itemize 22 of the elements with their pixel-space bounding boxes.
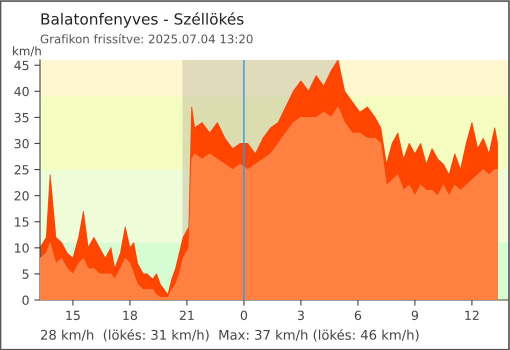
x-tick-label: 15 [66, 310, 80, 320]
y-tick-label: 45 [14, 60, 28, 70]
x-tick-label: 21 [180, 310, 194, 320]
y-tick-label: 20 [14, 191, 29, 201]
text: 28 km/h (lökés: 31 km/h) Max: 37 km/h (lökés: 46 km/h) [40, 329, 419, 342]
y-tick-label: 40 [14, 86, 29, 96]
chart-title: Balatonfenyves - Széllökés [42, 12, 244, 28]
x-tick-label: 12 [465, 310, 479, 320]
x-tick-label: 0 [240, 310, 248, 320]
y-axis-title: km/h [13, 46, 41, 56]
y-tick-label: 5 [22, 270, 28, 279]
x-tick-label: 18 [123, 310, 138, 320]
chart-subtitle: Grafikon frissítve: 2025.07.04 13:20 [40, 34, 253, 44]
x-tick-label: 9 [412, 310, 418, 320]
y-tick-label: 30 [14, 138, 29, 148]
y-tick-label: 35 [14, 112, 28, 122]
x-tick-label: 6 [354, 310, 362, 320]
y-tick-label: 0 [22, 295, 29, 305]
y-tick-label: 10 [15, 243, 29, 253]
y-tick-label: 25 [14, 165, 28, 174]
x-tick-label: 3 [298, 310, 304, 320]
y-tick-label: 15 [15, 217, 28, 227]
